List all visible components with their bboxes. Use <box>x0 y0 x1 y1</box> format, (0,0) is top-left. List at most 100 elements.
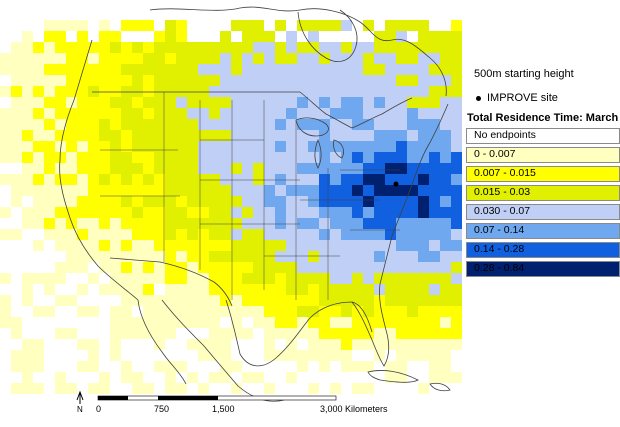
grid-cell <box>121 141 132 152</box>
grid-cell <box>88 108 99 119</box>
grid-cell <box>176 130 187 141</box>
grid-cell <box>88 339 99 350</box>
grid-cell <box>286 196 297 207</box>
grid-cell <box>209 295 220 306</box>
grid-cell <box>363 130 374 141</box>
grid-cell <box>363 284 374 295</box>
grid-cell <box>297 130 308 141</box>
grid-cell <box>11 196 22 207</box>
grid-cell <box>165 383 176 394</box>
grid-cell <box>319 174 330 185</box>
grid-cell <box>110 86 121 97</box>
grid-cell <box>198 130 209 141</box>
grid-cell <box>429 75 440 86</box>
grid-cell <box>132 317 143 328</box>
grid-cell <box>385 64 396 75</box>
grid-cell <box>0 152 11 163</box>
grid-cell <box>418 251 429 262</box>
lake-superior <box>295 117 329 137</box>
grid-cell <box>121 295 132 306</box>
grid-cell <box>198 86 209 97</box>
grid-cell <box>374 229 385 240</box>
grid-cell <box>44 64 55 75</box>
grid-cell <box>165 174 176 185</box>
grid-cell <box>220 53 231 64</box>
grid-cell <box>396 64 407 75</box>
grid-cell <box>121 152 132 163</box>
grid-cell <box>341 240 352 251</box>
grid-cell <box>187 86 198 97</box>
grid-cell <box>407 339 418 350</box>
grid-cell <box>385 86 396 97</box>
grid-cell <box>418 328 429 339</box>
grid-cell <box>44 86 55 97</box>
grid-cell <box>44 108 55 119</box>
grid-cell <box>154 361 165 372</box>
grid-cell <box>198 75 209 86</box>
grid-cell <box>418 152 429 163</box>
grid-cell <box>418 383 429 394</box>
grid-cell <box>77 152 88 163</box>
grid-cell <box>77 306 88 317</box>
grid-cell <box>231 97 242 108</box>
grid-cell <box>231 42 242 53</box>
grid-cell <box>33 306 44 317</box>
grid-cell <box>44 119 55 130</box>
grid-cell <box>77 64 88 75</box>
grid-cell <box>264 339 275 350</box>
grid-cell <box>275 174 286 185</box>
grid-cell <box>33 141 44 152</box>
grid-cell <box>231 251 242 262</box>
grid-cell <box>275 163 286 174</box>
grid-cell <box>165 262 176 273</box>
grid-cell <box>132 185 143 196</box>
grid-cell <box>55 218 66 229</box>
grid-cell <box>286 108 297 119</box>
grid-cell <box>253 196 264 207</box>
grid-cell <box>110 108 121 119</box>
grid-cell <box>154 328 165 339</box>
improve-site-marker <box>393 181 399 187</box>
grid-cell <box>418 53 429 64</box>
grid-cell <box>253 119 264 130</box>
grid-cell <box>286 240 297 251</box>
grid-cell <box>418 240 429 251</box>
grid-cell <box>66 163 77 174</box>
state-lines <box>100 92 400 300</box>
grid-cell <box>55 229 66 240</box>
grid-cell <box>55 185 66 196</box>
grid-cell <box>429 262 440 273</box>
grid-cell <box>55 108 66 119</box>
legend-item: 0 - 0.007 <box>466 146 620 163</box>
grid-cell <box>220 163 231 174</box>
grid-cell <box>220 262 231 273</box>
grid-cell <box>0 86 11 97</box>
grid-cell <box>363 53 374 64</box>
grid-cell <box>440 273 451 284</box>
grid-cell <box>66 383 77 394</box>
grid-cell <box>121 86 132 97</box>
grid-cell <box>55 53 66 64</box>
legend-item: 0.28 - 0.84 <box>466 260 620 277</box>
grid-cell <box>121 97 132 108</box>
grid-cell <box>209 306 220 317</box>
grid-cell <box>341 20 352 31</box>
grid-cell <box>55 31 66 42</box>
grid-cell <box>407 119 418 130</box>
grid-cell <box>418 339 429 350</box>
grid-cell <box>418 42 429 53</box>
grid-cell <box>297 119 308 130</box>
grid-cell <box>352 86 363 97</box>
grid-cell <box>143 207 154 218</box>
grid-cell <box>55 20 66 31</box>
grid-cell <box>143 240 154 251</box>
grid-cell <box>308 229 319 240</box>
grid-cell <box>165 31 176 42</box>
grid-cell <box>176 207 187 218</box>
grid-cell <box>275 130 286 141</box>
grid-cell <box>99 141 110 152</box>
grid-cell <box>0 229 11 240</box>
grid-cell <box>77 53 88 64</box>
grid-cell <box>242 42 253 53</box>
grid-cell <box>407 273 418 284</box>
